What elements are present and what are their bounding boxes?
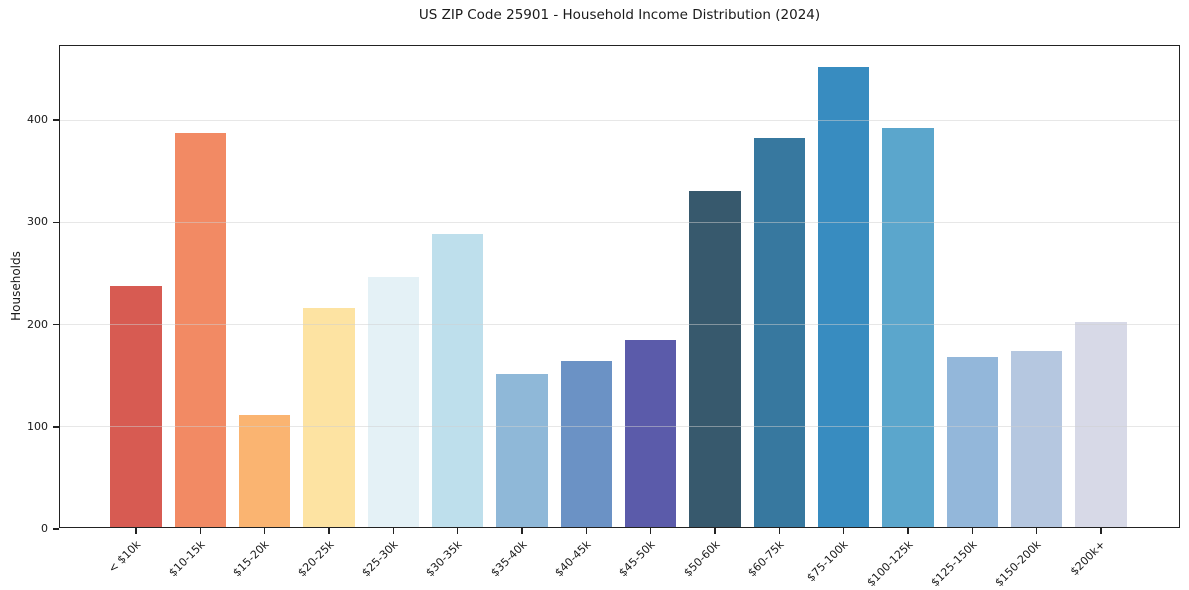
bar-9 <box>624 339 677 527</box>
bar-8 <box>560 361 613 527</box>
bar-6 <box>431 233 484 527</box>
y-tick-label: 0 <box>41 522 48 535</box>
y-tick <box>53 528 59 530</box>
y-tick <box>53 119 59 121</box>
gridline-400 <box>60 119 1179 121</box>
bar-16 <box>1075 321 1127 527</box>
y-tick-label: 200 <box>27 317 48 331</box>
y-axis-label: Households <box>9 251 23 321</box>
gridline-100 <box>60 426 1179 428</box>
gridline-300 <box>60 221 1179 223</box>
x-tick <box>456 528 459 534</box>
bar-15 <box>1010 351 1063 527</box>
x-tick <box>778 528 781 534</box>
bar-11 <box>753 137 806 527</box>
x-tick <box>714 528 716 534</box>
y-tick-label: 400 <box>27 113 48 127</box>
bar-13 <box>882 128 934 527</box>
chart-title: US ZIP Code 25901 - Household Income Dis… <box>418 7 821 23</box>
x-tick <box>907 528 909 534</box>
x-tick <box>392 528 395 534</box>
bar-5 <box>367 276 420 527</box>
x-tick <box>199 528 202 534</box>
x-tick <box>521 528 523 534</box>
bar-10 <box>689 190 741 527</box>
x-tick <box>135 528 137 534</box>
bar-14 <box>946 357 999 527</box>
y-tick <box>53 221 59 224</box>
x-tick <box>328 528 330 534</box>
y-tick <box>53 323 59 326</box>
gridline-200 <box>60 324 1179 326</box>
bar-3 <box>238 414 291 527</box>
y-tick-label: 100 <box>27 419 48 433</box>
x-tick <box>1035 528 1038 534</box>
y-tick-label: 300 <box>27 215 48 229</box>
bar-1 <box>110 285 162 527</box>
bar-7 <box>496 373 548 527</box>
x-tick <box>585 528 588 534</box>
plot-area: < $10k $10-15k $15-20k $20-25k $25-30k $30-35… <box>27 45 1180 589</box>
bar-4 <box>303 308 355 527</box>
x-tick <box>1100 528 1102 534</box>
bar-2 <box>174 133 227 527</box>
bar-12 <box>817 67 870 527</box>
x-tick <box>649 528 652 534</box>
x-tick <box>842 528 845 534</box>
x-tick <box>263 528 266 534</box>
x-tick <box>971 528 974 534</box>
y-tick <box>53 426 59 428</box>
